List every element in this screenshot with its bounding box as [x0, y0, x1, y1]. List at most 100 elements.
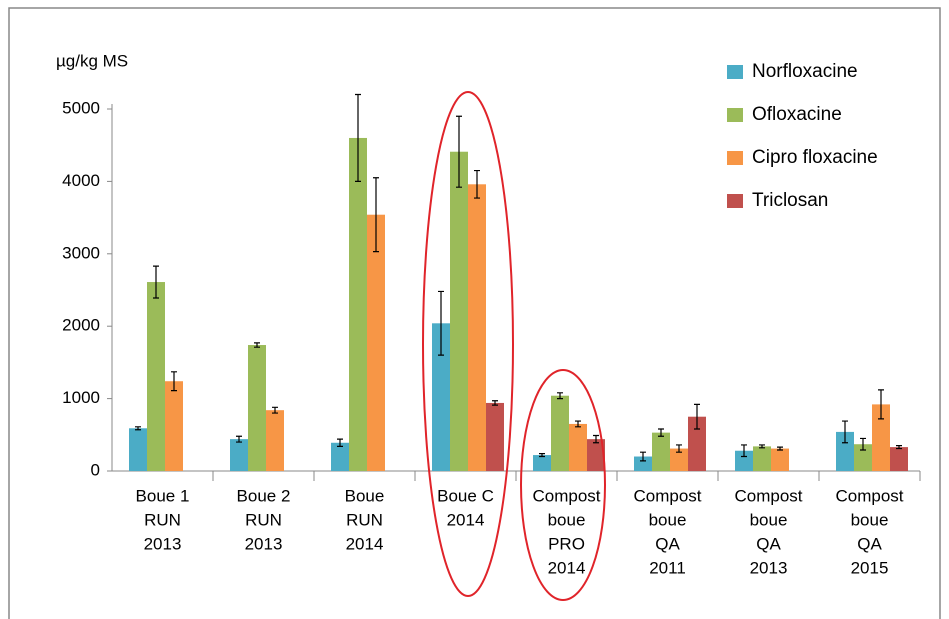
x-tick-label: Compost	[734, 486, 802, 505]
error-bar	[557, 392, 563, 400]
x-tick-label: 2015	[851, 558, 889, 577]
error-bar	[741, 444, 747, 458]
x-tick-label: 2013	[750, 558, 788, 577]
bar	[836, 431, 854, 471]
x-tick-label: QA	[655, 534, 680, 553]
legend-swatch	[727, 108, 743, 122]
y-tick-label: 1000	[62, 388, 100, 407]
error-bar	[640, 451, 646, 462]
legend-label: Norfloxacine	[752, 61, 858, 82]
error-bar	[373, 177, 379, 253]
error-bar	[694, 403, 700, 430]
bar	[735, 450, 753, 471]
error-bar	[474, 169, 480, 199]
error-bar	[337, 438, 343, 447]
x-tick-label: QA	[756, 534, 781, 553]
x-tick-label: boue	[750, 510, 788, 529]
error-bar	[676, 444, 682, 453]
bar	[349, 137, 367, 471]
x-tick-label: Compost	[532, 486, 600, 505]
error-bar	[575, 420, 581, 428]
x-tick-label: Boue 1	[136, 486, 190, 505]
error-bar	[896, 445, 902, 450]
y-tick-label: 0	[91, 460, 100, 479]
x-tick-label: 2013	[245, 534, 283, 553]
bar	[266, 410, 284, 471]
legend-swatch	[727, 151, 743, 165]
x-tick-label: Boue C	[437, 486, 494, 505]
bar	[129, 428, 147, 471]
error-bar	[236, 435, 242, 443]
bar	[854, 444, 872, 471]
legend-swatch	[727, 194, 743, 208]
x-tick-label: Boue	[345, 486, 385, 505]
frame	[8, 7, 941, 619]
bar	[771, 448, 789, 471]
highlight-ellipse	[422, 91, 514, 597]
error-bar	[878, 389, 884, 420]
bar	[248, 345, 266, 471]
x-tick-label: RUN	[245, 510, 282, 529]
error-bar	[153, 265, 159, 299]
bar	[533, 455, 551, 471]
error-bar	[456, 115, 462, 188]
bar	[230, 439, 248, 471]
bar	[688, 416, 706, 471]
bar	[432, 323, 450, 471]
x-tick-label: boue	[851, 510, 889, 529]
bar	[569, 423, 587, 471]
bar	[551, 395, 569, 471]
legend-label: Triclosan	[752, 190, 828, 211]
legend-label: Cipro floxacine	[752, 147, 878, 168]
bar	[486, 402, 504, 471]
x-tick-label: RUN	[346, 510, 383, 529]
bar	[753, 446, 771, 471]
error-bar	[171, 371, 177, 392]
bar	[450, 151, 468, 471]
bar	[872, 404, 890, 471]
y-tick-label: 2000	[62, 316, 100, 335]
x-tick-label: 2014	[447, 510, 485, 529]
bar	[634, 456, 652, 471]
error-bar	[759, 444, 765, 449]
legend-label: Ofloxacine	[752, 104, 842, 125]
y-tick-label: 3000	[62, 243, 100, 262]
bar	[652, 432, 670, 471]
bar	[165, 381, 183, 471]
x-tick-label: 2011	[649, 558, 686, 577]
error-bar	[355, 93, 361, 182]
error-bar	[492, 400, 498, 406]
x-tick-label: Compost	[633, 486, 701, 505]
legend-swatch	[727, 65, 743, 79]
bar	[468, 184, 486, 471]
bar	[890, 447, 908, 471]
bar	[331, 442, 349, 471]
error-bar	[777, 446, 783, 451]
error-bar	[658, 428, 664, 437]
x-tick-label: PRO	[548, 534, 585, 553]
x-tick-label: Compost	[835, 486, 903, 505]
error-bar	[135, 426, 141, 431]
bar	[670, 448, 688, 471]
x-tick-label: Boue 2	[237, 486, 291, 505]
x-tick-label: RUN	[144, 510, 181, 529]
error-bar	[860, 437, 866, 451]
x-tick-label: boue	[649, 510, 687, 529]
x-tick-label: 2014	[346, 534, 384, 553]
error-bar	[438, 290, 444, 356]
error-bar	[593, 434, 599, 444]
error-bar	[539, 453, 545, 458]
bar	[367, 214, 385, 472]
y-tick-label: 4000	[62, 171, 100, 190]
x-tick-label: 2014	[548, 558, 586, 577]
x-tick-label: 2013	[144, 534, 182, 553]
y-unit-label: µg/kg MS	[56, 51, 128, 70]
error-bar	[254, 342, 260, 348]
y-tick-label: 5000	[62, 98, 100, 117]
highlight-ellipse	[520, 369, 606, 601]
x-tick-label: boue	[548, 510, 586, 529]
bar	[587, 439, 605, 471]
error-bar	[842, 420, 848, 444]
error-bar	[272, 406, 278, 414]
